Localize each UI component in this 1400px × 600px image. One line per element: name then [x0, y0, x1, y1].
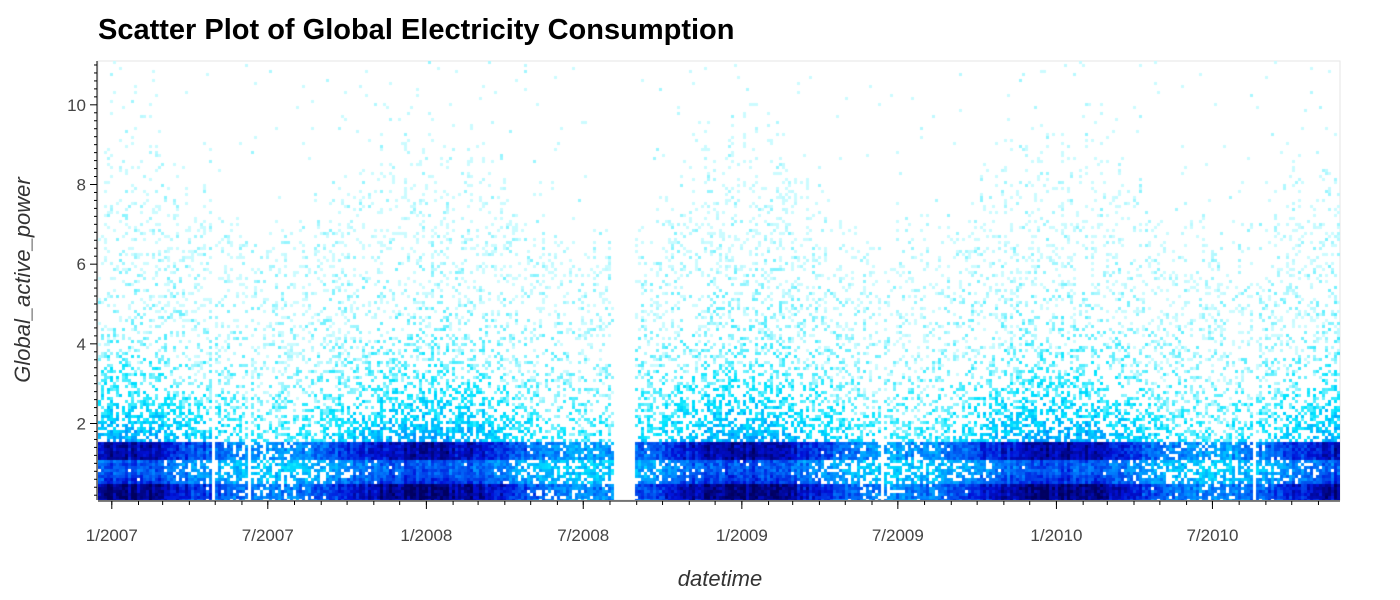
x-tick-label: 7/2009 — [872, 526, 924, 545]
y-tick-label: 10 — [67, 96, 86, 115]
density-layer — [98, 61, 1340, 500]
x-axis-label: datetime — [678, 566, 762, 591]
y-tick-label: 4 — [77, 335, 86, 354]
y-axis-label: Global_active_power — [10, 176, 35, 383]
x-tick-label: 7/2007 — [242, 526, 294, 545]
x-tick-label: 1/2007 — [86, 526, 138, 545]
x-tick-label: 7/2008 — [557, 526, 609, 545]
x-axis: 1/2007 7/2007 1/2008 7/2008 1/2009 7/2009 1/20… — [86, 500, 1340, 545]
x-tick-label: 1/2008 — [400, 526, 452, 545]
y-axis: 2 4 6 8 10 — [67, 61, 98, 500]
x-tick-label: 7/2010 — [1186, 526, 1238, 545]
y-tick-label: 2 — [77, 415, 86, 434]
y-tick-label: 6 — [77, 255, 86, 274]
y-tick-label: 8 — [77, 175, 86, 194]
density-raster — [98, 61, 1340, 500]
x-tick-label: 1/2009 — [716, 526, 768, 545]
chart-title: Scatter Plot of Global Electricity Consu… — [98, 14, 735, 46]
density-canvas — [98, 61, 1340, 500]
x-tick-label: 1/2010 — [1030, 526, 1082, 545]
